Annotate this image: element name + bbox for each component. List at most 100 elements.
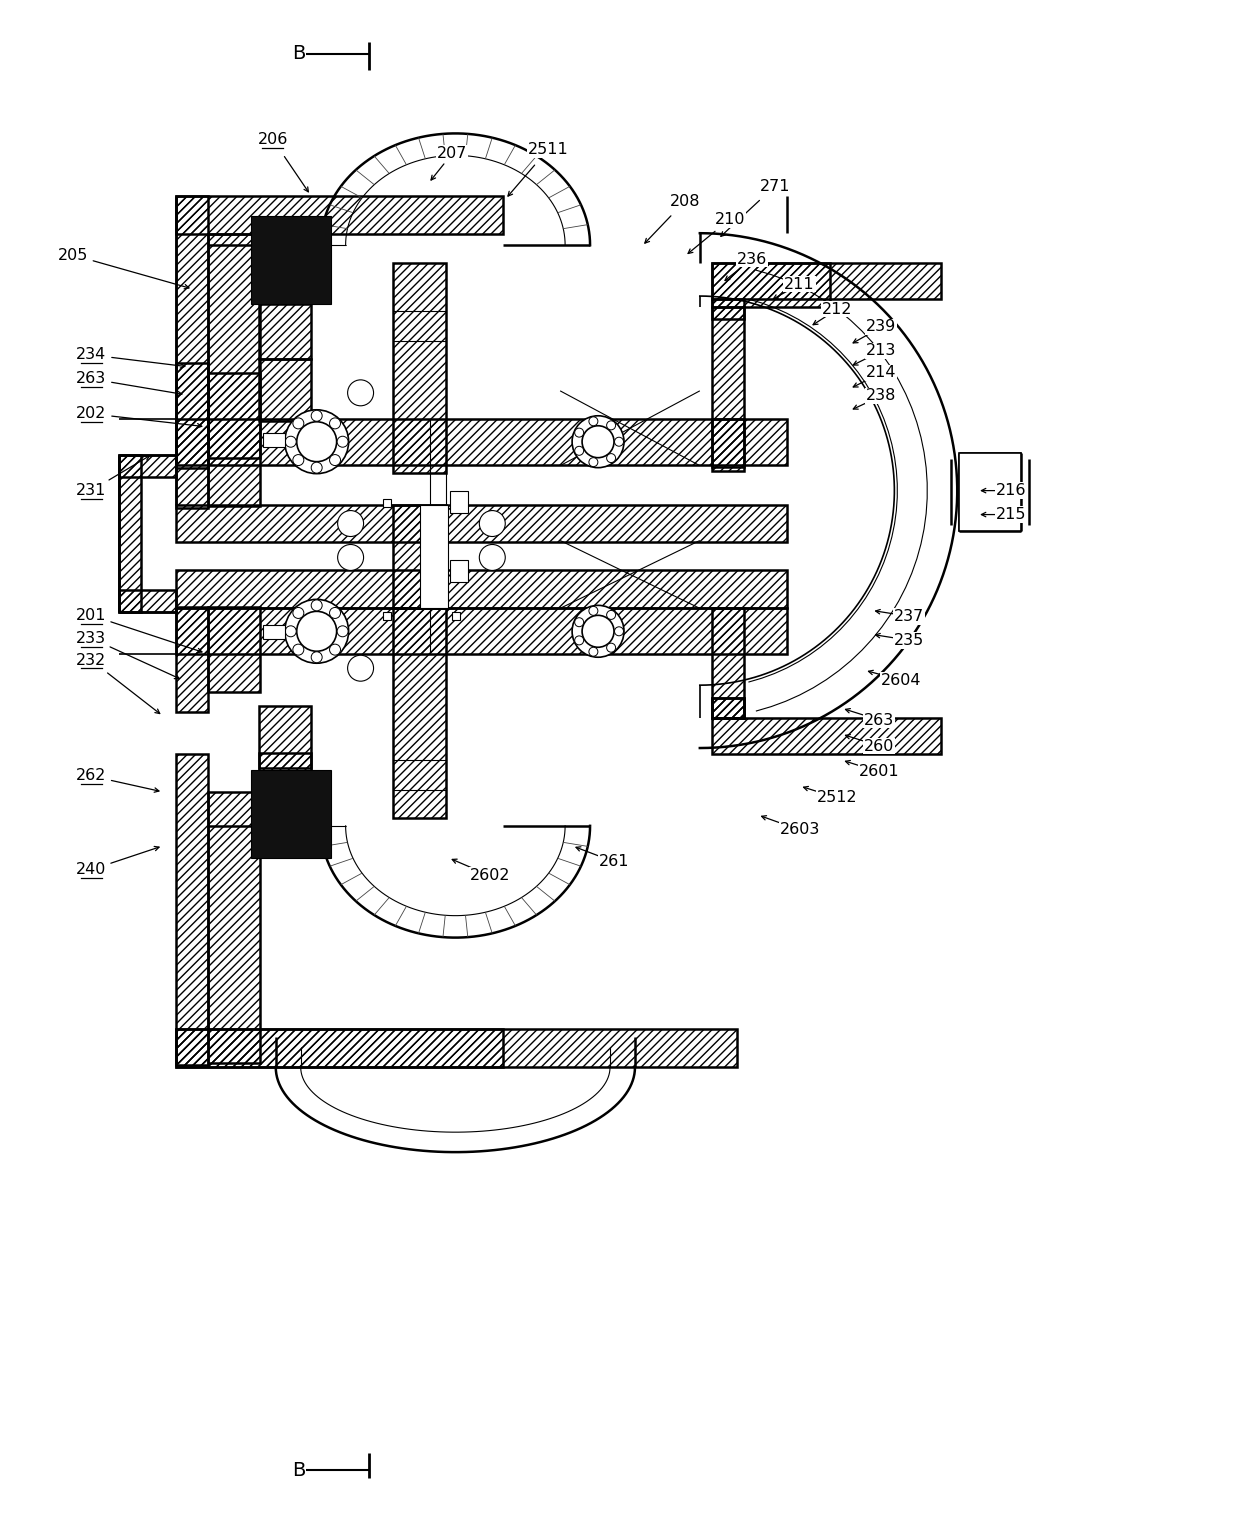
Text: 234: 234 [76,348,107,362]
Bar [263,433,285,447]
Circle shape [285,626,296,636]
Text: 2603: 2603 [780,823,820,838]
Bar [176,609,786,655]
Bar [712,307,744,467]
Text: 239: 239 [867,319,897,334]
Circle shape [480,511,505,537]
Circle shape [337,545,363,571]
Circle shape [285,600,348,664]
Bar [119,455,176,476]
Bar [208,233,260,505]
Bar [208,792,260,1064]
Bar [259,304,311,359]
Bar [176,607,208,713]
Text: 208: 208 [670,194,701,209]
Bar [450,491,469,513]
Circle shape [337,626,348,636]
Bar [712,719,941,754]
Circle shape [293,455,304,465]
Circle shape [347,380,373,406]
Text: 262: 262 [76,769,107,783]
Circle shape [574,429,584,436]
Text: 2602: 2602 [470,868,511,884]
Circle shape [589,647,598,656]
Text: 206: 206 [258,131,288,146]
Bar [176,571,786,609]
Circle shape [606,453,615,462]
Bar [176,1030,503,1067]
Circle shape [480,545,505,571]
Text: 210: 210 [714,212,745,227]
Circle shape [311,652,322,662]
Circle shape [589,606,598,615]
Text: 231: 231 [76,484,107,497]
Circle shape [582,615,614,647]
Circle shape [574,636,584,645]
Circle shape [606,642,615,652]
Circle shape [572,606,624,658]
Bar [176,197,503,233]
Bar [382,499,391,507]
Circle shape [589,417,598,426]
Circle shape [296,421,336,462]
Bar [393,505,446,609]
Bar [176,754,208,1065]
Bar [393,609,446,818]
Text: 211: 211 [784,276,815,291]
Circle shape [296,612,336,652]
Text: 214: 214 [867,365,897,380]
Bar [712,262,941,299]
Bar [263,626,285,639]
Text: 2604: 2604 [882,673,921,688]
Text: 260: 260 [864,739,894,754]
Circle shape [285,410,348,473]
Bar [208,607,260,693]
Bar [960,453,1021,531]
Bar [450,560,469,583]
Circle shape [311,410,322,421]
Circle shape [311,600,322,610]
Text: 212: 212 [822,302,853,316]
Circle shape [589,458,598,467]
Text: 2601: 2601 [859,765,900,780]
Bar [176,197,208,508]
Bar [712,299,744,319]
Bar [453,499,460,507]
Text: 202: 202 [76,406,107,421]
Text: 215: 215 [996,507,1027,522]
Bar [176,418,786,465]
Text: 201: 201 [76,607,107,623]
Text: 238: 238 [867,388,897,403]
Text: 2512: 2512 [817,790,858,806]
Bar [259,707,311,768]
Bar [453,612,460,621]
Circle shape [293,418,304,429]
Text: 261: 261 [599,855,629,870]
Bar [250,217,331,304]
Bar [393,262,446,473]
Circle shape [615,627,624,636]
Circle shape [311,462,322,473]
Bar [119,591,176,612]
Circle shape [572,415,624,467]
Text: 207: 207 [438,146,467,160]
Text: 213: 213 [867,343,897,359]
Text: 232: 232 [76,653,107,668]
Text: 263: 263 [864,713,894,728]
Bar [208,372,260,458]
Text: 271: 271 [759,179,790,194]
Text: B: B [293,1460,306,1480]
Bar [259,752,311,807]
Circle shape [293,644,304,655]
Text: 235: 235 [894,633,925,647]
Bar [712,418,744,470]
Bar [420,505,449,609]
Bar [176,1030,737,1067]
Circle shape [293,607,304,618]
Circle shape [330,607,341,618]
Circle shape [606,610,615,620]
Bar [250,771,331,858]
Bar [712,262,830,307]
Circle shape [574,446,584,455]
Bar [259,359,311,421]
